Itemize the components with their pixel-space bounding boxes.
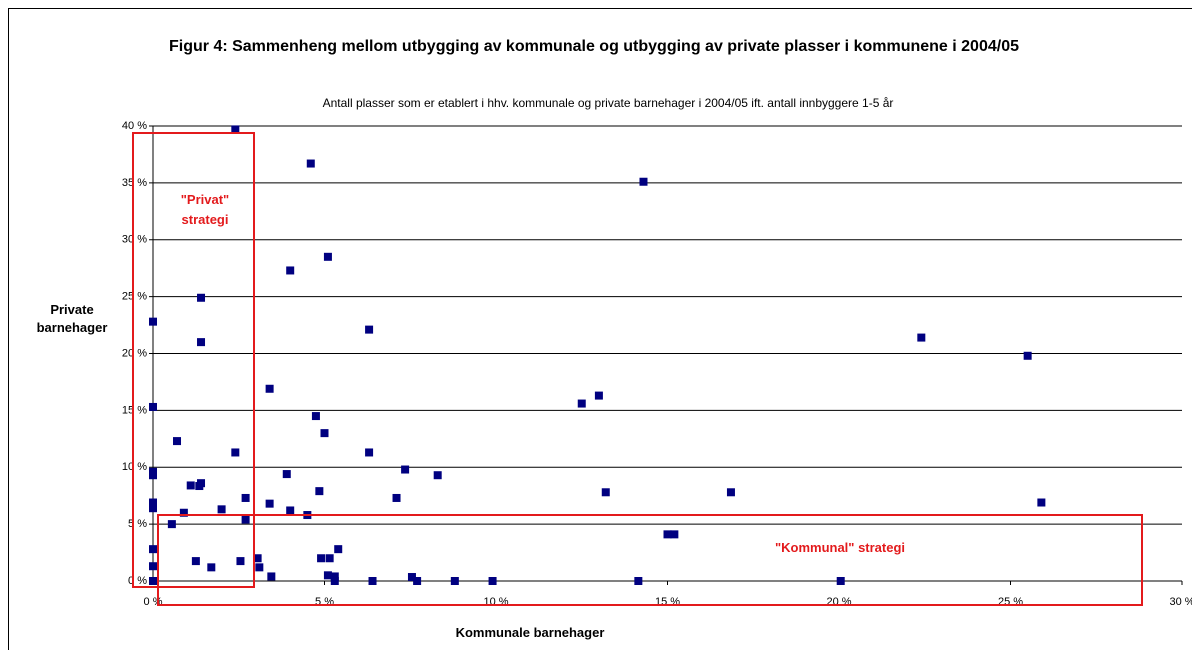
point <box>197 338 206 347</box>
point <box>594 391 603 400</box>
point <box>601 488 610 497</box>
point <box>265 384 274 393</box>
point <box>267 572 276 581</box>
annotation: "Kommunal" strategi <box>774 540 906 555</box>
point <box>836 577 845 585</box>
point <box>149 577 157 585</box>
point <box>149 562 157 571</box>
point <box>917 333 926 342</box>
point <box>450 577 459 585</box>
chart-frame <box>8 8 1192 650</box>
point <box>317 554 326 563</box>
point <box>149 498 157 507</box>
point <box>186 481 195 490</box>
y-tick-label: 35 % <box>122 177 147 189</box>
point <box>433 471 442 480</box>
point <box>149 402 157 411</box>
chart-title: Figur 4: Sammenheng mellom utbygging av … <box>169 38 1019 55</box>
x-tick-label: 10 % <box>483 596 508 608</box>
point <box>330 577 339 585</box>
point <box>401 465 410 474</box>
point <box>488 577 497 585</box>
y-axis-label: Private barnehager <box>36 302 108 335</box>
point <box>149 504 157 513</box>
point <box>577 399 586 408</box>
point <box>320 429 329 438</box>
point <box>167 520 176 529</box>
privat-region <box>132 132 255 588</box>
point <box>241 515 250 524</box>
point <box>306 159 315 168</box>
point <box>323 571 332 580</box>
point <box>634 577 643 585</box>
point <box>241 493 250 502</box>
point <box>407 573 416 582</box>
chart-subtitle: Antall plasser som er etablert i hhv. ko… <box>322 96 894 110</box>
x-tick-label: 30 % <box>1169 596 1192 608</box>
kommunal-region <box>157 514 1143 606</box>
point <box>670 530 679 539</box>
point <box>197 293 206 302</box>
x-axis-label: Kommunale barnehager <box>455 625 605 640</box>
point <box>368 577 377 585</box>
point <box>253 554 262 563</box>
y-tick-label: 40 % <box>122 120 147 132</box>
point <box>334 545 343 554</box>
point <box>197 479 206 488</box>
point <box>639 177 648 186</box>
point <box>231 125 240 134</box>
x-tick-label: 0 % <box>144 596 163 608</box>
point <box>217 505 226 514</box>
point <box>191 557 200 566</box>
point <box>207 563 216 572</box>
y-tick-label: 10 % <box>122 461 147 473</box>
point <box>365 448 374 457</box>
point <box>1037 498 1046 507</box>
point <box>149 317 157 326</box>
point <box>236 557 245 566</box>
point <box>265 499 274 508</box>
point <box>365 325 374 334</box>
point <box>1023 351 1032 360</box>
point <box>231 448 240 457</box>
x-tick-label: 20 % <box>826 596 851 608</box>
annotation: "Privat" strategi <box>180 192 230 227</box>
point <box>255 563 264 572</box>
point <box>330 572 339 581</box>
y-tick-label: 15 % <box>122 404 147 416</box>
point <box>311 412 320 421</box>
x-tick-label: 5 % <box>315 596 334 608</box>
y-tick-label: 25 % <box>122 291 147 303</box>
point <box>286 266 295 275</box>
point <box>726 488 735 497</box>
point <box>286 506 295 515</box>
y-tick-label: 30 % <box>122 234 147 246</box>
y-tick-label: 20 % <box>122 347 147 359</box>
y-tick-label: 5 % <box>128 518 147 530</box>
x-tick-label: 15 % <box>655 596 680 608</box>
point <box>325 554 334 563</box>
point <box>149 545 157 554</box>
point <box>663 530 672 539</box>
point <box>179 508 188 517</box>
point <box>413 577 422 585</box>
point <box>173 437 182 446</box>
point <box>392 493 401 502</box>
x-tick-label: 25 % <box>998 596 1023 608</box>
point <box>149 471 157 480</box>
point <box>323 252 332 261</box>
point <box>315 487 324 496</box>
y-tick-label: 0 % <box>128 575 147 587</box>
point <box>282 470 291 479</box>
